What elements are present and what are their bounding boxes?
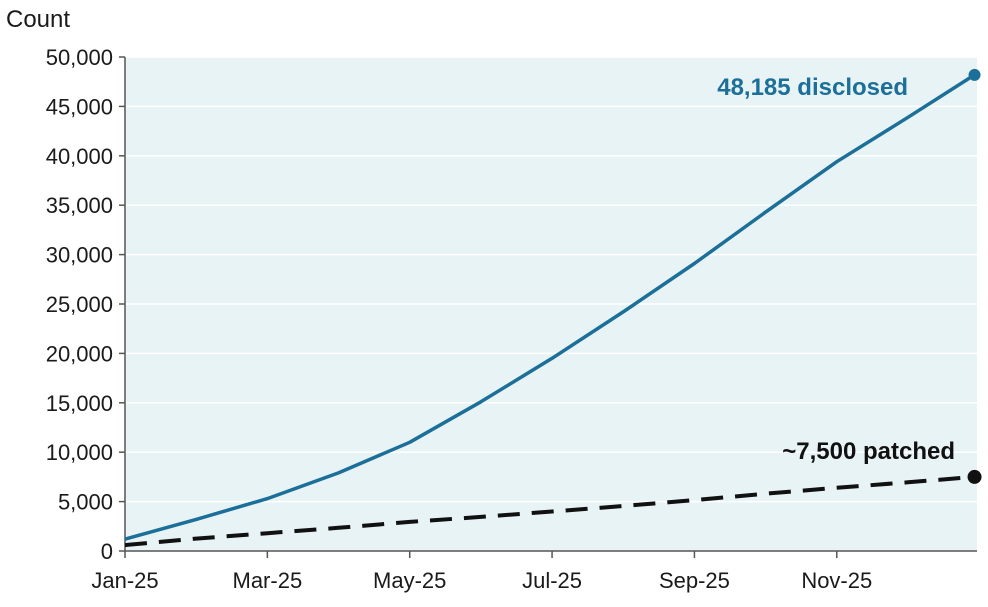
y-tick-label: 5,000 (58, 490, 113, 515)
annotation-patched: ~7,500 patched (782, 438, 955, 465)
y-axis-ticks: 0 5,000 10,000 15,000 20,000 25,000 30,000 35,0… (46, 45, 125, 564)
y-tick-label: 50,000 (46, 45, 113, 70)
y-tick-label: 20,000 (46, 341, 113, 366)
x-tick-label: Sep-25 (659, 568, 730, 593)
y-tick-label: 0 (101, 539, 113, 564)
y-tick-label: 10,000 (46, 440, 113, 465)
series-line-disclosed (124, 73, 976, 541)
x-tick-label: Jan-25 (91, 568, 158, 593)
series-layer (124, 68, 982, 548)
x-tick-label: May-25 (373, 568, 446, 593)
x-axis-ticks: Jan-25 Mar-25 May-25 Jul-25 Sep-25 Nov-25 (91, 551, 872, 593)
y-tick-label: 40,000 (46, 144, 113, 169)
y-tick-label: 45,000 (46, 94, 113, 119)
y-axis-label: Count (6, 6, 70, 33)
y-tick-label: 15,000 (46, 391, 113, 416)
grid-lines (125, 56, 977, 503)
y-tick-label: 30,000 (46, 243, 113, 268)
x-tick-label: Jul-25 (522, 568, 582, 593)
endpoint-marker-patched (967, 469, 982, 484)
y-tick-label: 25,000 (46, 292, 113, 317)
annotation-disclosed: 48,185 disclosed (717, 74, 908, 101)
endpoint-marker-disclosed (968, 68, 981, 81)
y-tick-label: 35,000 (46, 193, 113, 218)
series-line-patched (124, 474, 975, 548)
x-tick-label: Nov-25 (801, 568, 872, 593)
x-tick-label: Mar-25 (233, 568, 303, 593)
